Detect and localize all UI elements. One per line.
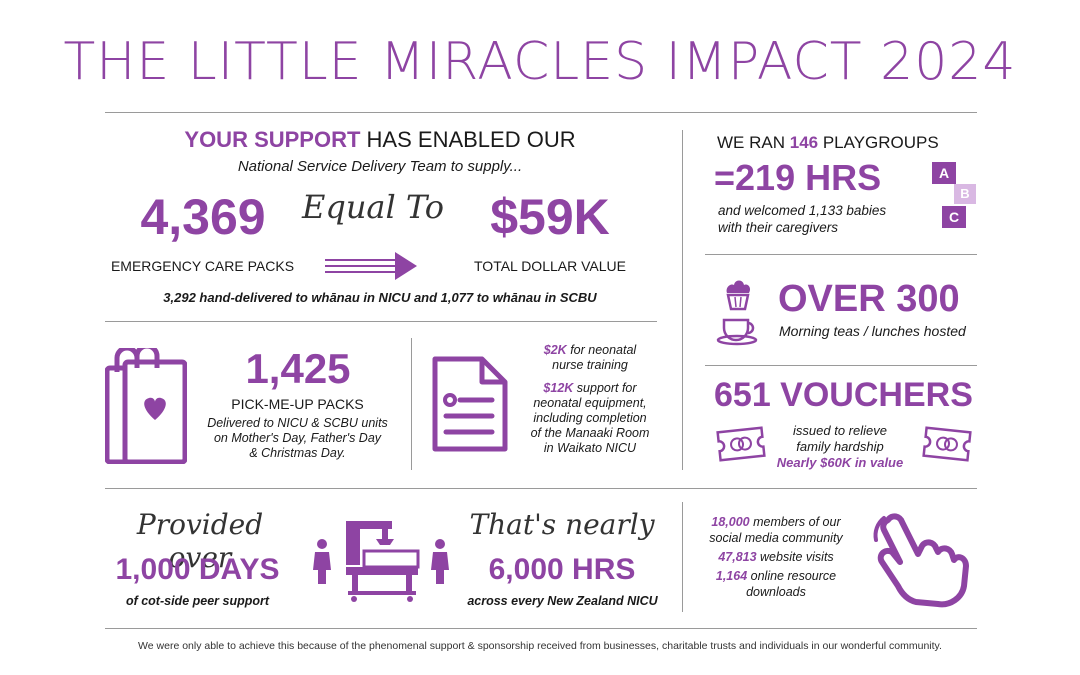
equipment-text: including completion bbox=[533, 411, 647, 425]
footer-text: We were only able to achieve this becaus… bbox=[138, 640, 942, 652]
bottom-right-divider bbox=[682, 502, 683, 612]
playgroups-count: 146 bbox=[789, 133, 819, 152]
support-heading-rest: HAS ENABLED OUR bbox=[366, 127, 576, 152]
teacup-icon bbox=[716, 316, 762, 346]
pickme-desc: Delivered to NICU & SCBU units on Mother… bbox=[190, 416, 405, 461]
pickme-divider bbox=[411, 338, 412, 470]
document-icon bbox=[432, 356, 508, 452]
nicu-script: That's nearly bbox=[469, 508, 655, 541]
peer-value: 1,000 DAYS bbox=[115, 553, 280, 586]
online-block: 18,000 members of our social media commu… bbox=[696, 514, 856, 600]
equal-to-script: Equal To bbox=[301, 188, 445, 226]
person-icon bbox=[312, 538, 332, 586]
arrow-right-icon bbox=[325, 250, 417, 282]
shopping-bag-heart-icon bbox=[105, 348, 187, 464]
equipment-text: neonatal equipment, bbox=[533, 396, 647, 410]
peer-script: Provided over bbox=[136, 508, 264, 574]
nicu-label: across every New Zealand NICU bbox=[467, 594, 658, 608]
pickme-value: 1,425 bbox=[245, 345, 351, 392]
pickme-desc-line: on Mother's Day, Father's Day bbox=[213, 431, 382, 445]
training-amount: $2K bbox=[543, 343, 567, 357]
equipment-text: in Waikato NICU bbox=[543, 441, 637, 455]
block-a: A bbox=[932, 162, 956, 184]
vouchers-desc-line: issued to relieve bbox=[793, 423, 887, 438]
pickme-desc-line: & Christmas Day. bbox=[249, 446, 346, 460]
abc-blocks-icon: A B C bbox=[930, 160, 980, 235]
training-text: nurse training bbox=[552, 358, 628, 372]
packs-label: EMERGENCY CARE PACKS bbox=[110, 258, 295, 274]
page-title: THE LITTLE MIRACLES IMPACT 2024 bbox=[63, 32, 1017, 92]
middle-divider bbox=[105, 488, 977, 489]
downloads-text: downloads bbox=[746, 585, 806, 599]
voucher-icon bbox=[716, 426, 766, 462]
social-num: 18,000 bbox=[711, 515, 750, 529]
title-divider bbox=[105, 112, 977, 113]
downloads-num: 1,164 bbox=[715, 569, 748, 583]
packs-value: 4,369 bbox=[140, 189, 266, 245]
support-heading-bold: YOUR SUPPORT bbox=[184, 127, 361, 152]
playgroups-desc-line: with their caregivers bbox=[718, 220, 839, 235]
teas-value: OVER 300 bbox=[778, 278, 960, 320]
visits-text: website visits bbox=[760, 550, 834, 564]
social-text: social media community bbox=[709, 531, 843, 545]
teas-divider bbox=[705, 365, 977, 366]
delivered-note: 3,292 hand-delivered to whānau in NICU a… bbox=[163, 290, 597, 305]
training-block: $2K for neonatal nurse training $12K sup… bbox=[515, 343, 665, 456]
pickme-label: PICK-ME-UP PACKS bbox=[231, 396, 364, 412]
visits-num: 47,813 bbox=[718, 550, 757, 564]
support-heading: YOUR SUPPORT HAS ENABLED OUR bbox=[110, 127, 650, 153]
incubator-icon bbox=[342, 517, 422, 603]
dollar-value: $59K bbox=[490, 189, 610, 245]
equipment-text: support for bbox=[576, 381, 637, 395]
voucher-icon bbox=[922, 426, 972, 462]
playgroups-suffix: PLAYGROUPS bbox=[822, 133, 939, 152]
person-icon bbox=[430, 538, 450, 586]
footer-divider bbox=[105, 628, 977, 629]
support-divider bbox=[105, 321, 657, 322]
block-b: B bbox=[954, 184, 976, 204]
block-c: C bbox=[942, 206, 966, 228]
dollar-label: TOTAL DOLLAR VALUE bbox=[474, 258, 626, 274]
teas-label: Morning teas / lunches hosted bbox=[779, 323, 966, 339]
playgroups-hours: =219 HRS bbox=[714, 157, 882, 198]
playgroups-desc: and welcomed 1,133 babies with their car… bbox=[718, 202, 886, 236]
pointing-hand-icon bbox=[866, 510, 972, 608]
support-subheading: National Service Delivery Team to supply… bbox=[237, 158, 523, 175]
vouchers-value: 651 VOUCHERS bbox=[714, 376, 973, 414]
downloads-text: online resource bbox=[750, 569, 837, 583]
equipment-text: of the Manaaki Room bbox=[530, 426, 650, 440]
pickme-desc-line: Delivered to NICU & SCBU units bbox=[207, 416, 388, 430]
vouchers-desc-line: family hardship bbox=[796, 439, 884, 454]
training-text: for neonatal bbox=[570, 343, 637, 357]
vouchers-desc: issued to relieve family hardship Nearly… bbox=[770, 423, 910, 471]
peer-label: of cot-side peer support bbox=[125, 594, 270, 608]
equipment-amount: $12K bbox=[543, 381, 574, 395]
right-column-divider bbox=[682, 130, 683, 470]
vouchers-value-note: Nearly $60K in value bbox=[776, 455, 904, 470]
playgroups-desc-line: and welcomed 1,133 babies bbox=[718, 203, 887, 218]
playgroups-heading: WE RAN 146 PLAYGROUPS bbox=[717, 133, 939, 153]
playgroups-divider bbox=[705, 254, 977, 255]
nicu-value: 6,000 HRS bbox=[488, 553, 636, 586]
playgroups-prefix: WE RAN bbox=[717, 133, 785, 152]
social-text: members of our bbox=[753, 515, 841, 529]
cupcake-icon bbox=[723, 277, 753, 311]
